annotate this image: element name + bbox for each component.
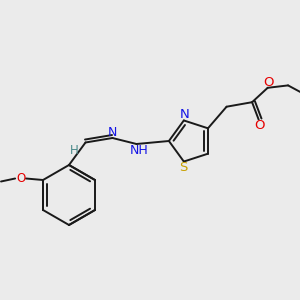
Text: N: N [108, 126, 117, 139]
Text: N: N [180, 108, 189, 121]
Text: O: O [264, 76, 274, 89]
Text: NH: NH [130, 144, 148, 157]
Text: O: O [254, 119, 265, 132]
Text: H: H [70, 144, 79, 157]
Text: O: O [16, 172, 25, 185]
Text: S: S [179, 161, 188, 174]
